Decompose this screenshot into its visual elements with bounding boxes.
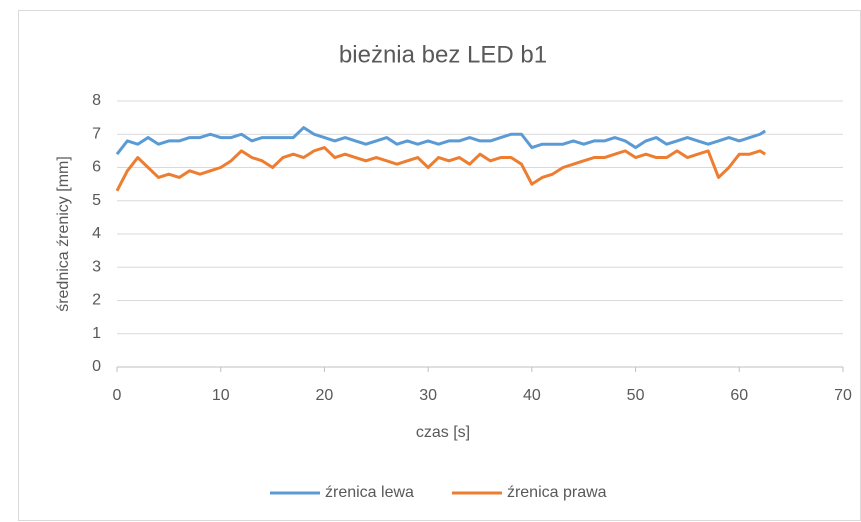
x-tick-label: 60 — [730, 387, 748, 404]
x-tick-label: 0 — [113, 387, 122, 404]
y-tick-label: 3 — [92, 258, 101, 275]
x-tick-label: 10 — [212, 387, 230, 404]
series-line — [115, 146, 767, 192]
y-tick-label: 4 — [92, 225, 101, 242]
x-tick-label: 50 — [627, 387, 645, 404]
y-tick-label: 5 — [92, 192, 101, 209]
y-axis-label: średnica źrenicy [mm] — [55, 156, 72, 312]
chart-title: bieżnia bez LED b1 — [339, 41, 547, 68]
x-tick-label: 40 — [523, 387, 541, 404]
legend-label: źrenica lewa — [325, 484, 414, 501]
series-line — [115, 126, 767, 156]
legend-label: źrenica prawa — [507, 484, 607, 501]
y-tick-label: 1 — [92, 325, 101, 342]
chart-border — [18, 10, 861, 521]
x-tick-label: 70 — [834, 387, 852, 404]
y-tick-label: 0 — [92, 358, 101, 375]
x-axis-label: czas [s] — [416, 424, 470, 441]
y-tick-label: 7 — [92, 125, 101, 142]
y-tick-label: 8 — [92, 92, 101, 109]
x-tick-label: 20 — [316, 387, 334, 404]
y-tick-label: 6 — [92, 159, 101, 176]
x-tick-label: 30 — [419, 387, 437, 404]
y-tick-label: 2 — [92, 292, 101, 309]
